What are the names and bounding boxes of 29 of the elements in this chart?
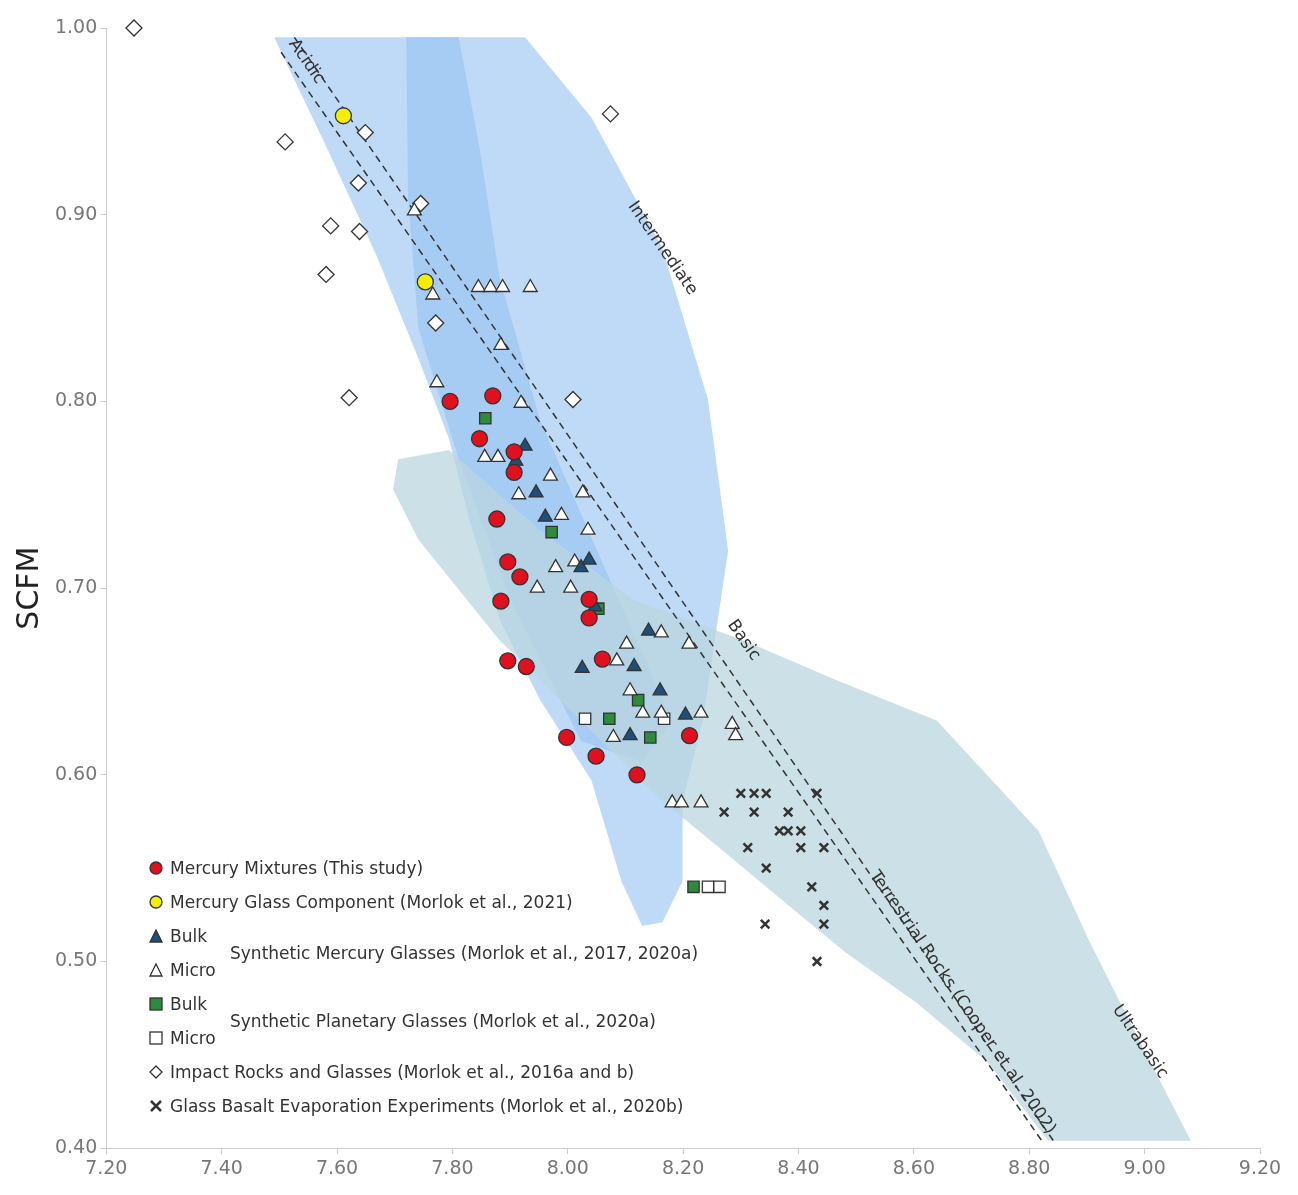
x-tick-label: 9.20 bbox=[1238, 1155, 1282, 1178]
y-tick-label: 0.90 bbox=[54, 201, 98, 224]
legend-label: Micro bbox=[170, 960, 216, 980]
x-tick-label: 8.40 bbox=[777, 1155, 820, 1178]
legend-label: Glass Basalt Evaporation Experiments (Morlok et al., 2020b) bbox=[170, 1096, 684, 1116]
legend-label: Micro bbox=[170, 1028, 216, 1048]
y-axis-title: SCFM bbox=[9, 546, 45, 630]
x-tick-label: 8.80 bbox=[1008, 1155, 1051, 1178]
y-tick-label: 0.70 bbox=[54, 575, 98, 598]
y-tick-label: 0.40 bbox=[54, 1135, 98, 1158]
x-tick-label: 7.20 bbox=[85, 1155, 128, 1178]
y-tick-label: 0.50 bbox=[54, 948, 98, 971]
y-tick-label: 1.00 bbox=[54, 14, 98, 37]
x-tick-label: 8.20 bbox=[662, 1155, 705, 1178]
legend-label: Mercury Glass Component (Morlok et al., 2021) bbox=[170, 892, 573, 912]
x-tick-label: 8.60 bbox=[892, 1155, 936, 1178]
x-tick-label: 7.40 bbox=[200, 1155, 243, 1178]
legend-label: Impact Rocks and Glasses (Morlok et al., 2016a and b) bbox=[170, 1062, 635, 1082]
legend-label: Bulk bbox=[170, 994, 208, 1014]
x-tick-label: 7.60 bbox=[315, 1155, 359, 1178]
legend-label: Bulk bbox=[170, 926, 208, 946]
x-tick-label: 9.00 bbox=[1123, 1155, 1166, 1178]
annotation: Synthetic Mercury Glasses (Morlok et al., 2017, 2020a) bbox=[230, 942, 699, 965]
x-tick-label: 8.00 bbox=[546, 1155, 589, 1178]
x-tick-label: 7.80 bbox=[431, 1155, 474, 1178]
y-tick-label: 0.80 bbox=[54, 388, 98, 411]
legend-label: Mercury Mixtures (This study) bbox=[170, 858, 424, 878]
y-tick-label: 0.60 bbox=[54, 761, 98, 784]
annotation: Synthetic Planetary Glasses (Morlok et al., 2020a) bbox=[230, 1010, 656, 1033]
